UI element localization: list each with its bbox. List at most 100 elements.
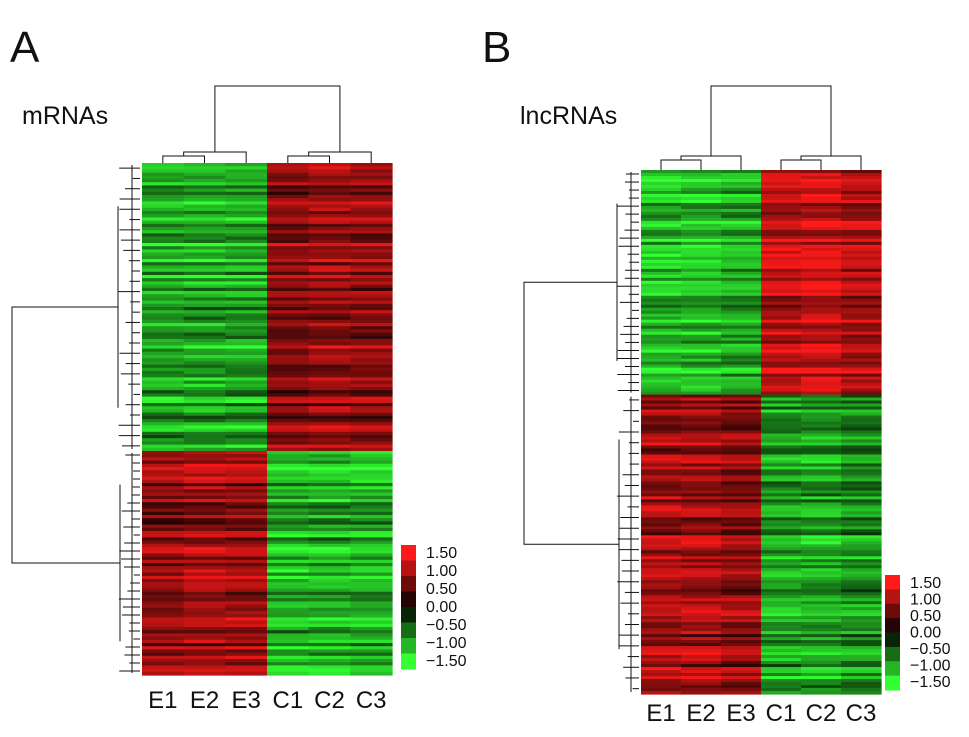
heatmap-cell (841, 553, 882, 557)
heatmap-cell (641, 649, 682, 653)
heatmap-cell (267, 591, 310, 596)
heatmap-cell (142, 278, 185, 282)
heatmap-cell (142, 217, 185, 222)
heatmap-cell (308, 371, 351, 375)
heatmap-cell (721, 643, 762, 647)
heatmap-cell (801, 370, 842, 375)
heatmap-cell (801, 646, 842, 650)
heatmap-cell (641, 553, 682, 557)
heatmap-cell (225, 265, 268, 270)
heatmap-cell (681, 505, 722, 509)
heatmap-cell (721, 613, 762, 617)
heatmap-cell (183, 383, 226, 388)
heatmap-cell (801, 664, 842, 668)
heatmap-cell (308, 655, 351, 660)
heatmap-cell (801, 277, 842, 282)
heatmap-cell (641, 463, 682, 468)
heatmap-cell (350, 470, 393, 474)
heatmap-cell (841, 238, 882, 243)
heatmap-cell (350, 492, 393, 497)
heatmap-cell (721, 385, 762, 390)
heatmap-cell (267, 207, 310, 212)
heatmap-cell (183, 435, 226, 439)
heatmap-cell (721, 430, 762, 435)
heatmap-cell (142, 476, 185, 481)
heatmap-cell (308, 211, 351, 215)
heatmap-cell (801, 610, 842, 614)
heatmap-cell (350, 499, 393, 503)
heatmap-cell (183, 409, 226, 414)
heatmap-cell (841, 442, 882, 447)
heatmap-cell (641, 271, 682, 276)
legend-swatch (401, 591, 416, 608)
heatmap-cell (641, 190, 682, 195)
heatmap-cell (721, 517, 762, 521)
heatmap-cell (225, 220, 268, 225)
heatmap-cell (641, 361, 682, 366)
heatmap-cell (183, 543, 226, 548)
heatmap-cell (183, 236, 226, 241)
heatmap-cell (142, 211, 185, 215)
heatmap-cell (721, 220, 762, 225)
heatmap-cell (267, 652, 310, 657)
heatmap-cell (841, 346, 882, 351)
heatmap-cell (308, 579, 351, 583)
heatmap-cell (142, 559, 185, 564)
heatmap-cell (225, 374, 268, 378)
heatmap-cell (721, 415, 762, 420)
heatmap-cell (225, 175, 268, 180)
heatmap-cell (681, 643, 722, 647)
heatmap-cell (267, 495, 310, 500)
heatmap-cell (350, 534, 393, 538)
heatmap-cell (841, 292, 882, 297)
heatmap-cell (841, 187, 882, 192)
heatmap-cell (721, 238, 762, 243)
heatmap-cell (641, 634, 682, 638)
heatmap-cell (801, 502, 842, 506)
heatmap-cell (183, 438, 226, 442)
heatmap-cell (350, 614, 393, 618)
column-label-c2: C2 (806, 700, 837, 727)
heatmap-cell (681, 550, 722, 554)
heatmap-cell (350, 262, 393, 266)
heatmap-cell (350, 195, 393, 199)
heatmap-cell (350, 483, 393, 487)
heatmap-cell (681, 487, 722, 491)
heatmap-cell (183, 425, 226, 430)
heatmap-cell (801, 517, 842, 521)
heatmap-cell (641, 280, 682, 285)
heatmap-cell (225, 297, 268, 302)
heatmap-cell (350, 403, 393, 407)
heatmap-cell (761, 403, 802, 408)
heatmap-cell (841, 409, 882, 414)
heatmap-cell (641, 220, 682, 225)
heatmap-cell (225, 457, 268, 462)
heatmap-cell (801, 424, 842, 429)
heatmap-cell (641, 406, 682, 411)
heatmap-cell (350, 316, 393, 321)
heatmap-cell (183, 470, 226, 474)
heatmap-cell (142, 639, 185, 644)
heatmap-cell (641, 355, 682, 360)
heatmap-cell (641, 238, 682, 243)
heatmap-cell (225, 268, 268, 273)
heatmap-cell (308, 473, 351, 478)
heatmap-cell (308, 303, 351, 308)
heatmap-cell (681, 373, 722, 378)
heatmap-cell (267, 460, 310, 465)
heatmap-cell (721, 223, 762, 228)
heatmap-cell (721, 298, 762, 303)
heatmap-cell (183, 387, 226, 391)
heatmap-cell (841, 400, 882, 405)
heatmap-cell (721, 553, 762, 557)
heatmap-cell (641, 403, 682, 408)
heatmap-cell (841, 358, 882, 363)
heatmap-cell (267, 556, 310, 561)
heatmap-cell (841, 337, 882, 342)
heatmap-cell (801, 262, 842, 267)
heatmap-cell (681, 457, 722, 462)
heatmap-cell (841, 170, 882, 174)
heatmap-cell (641, 583, 682, 587)
heatmap-cell (801, 427, 842, 432)
heatmap-cell (841, 433, 882, 438)
